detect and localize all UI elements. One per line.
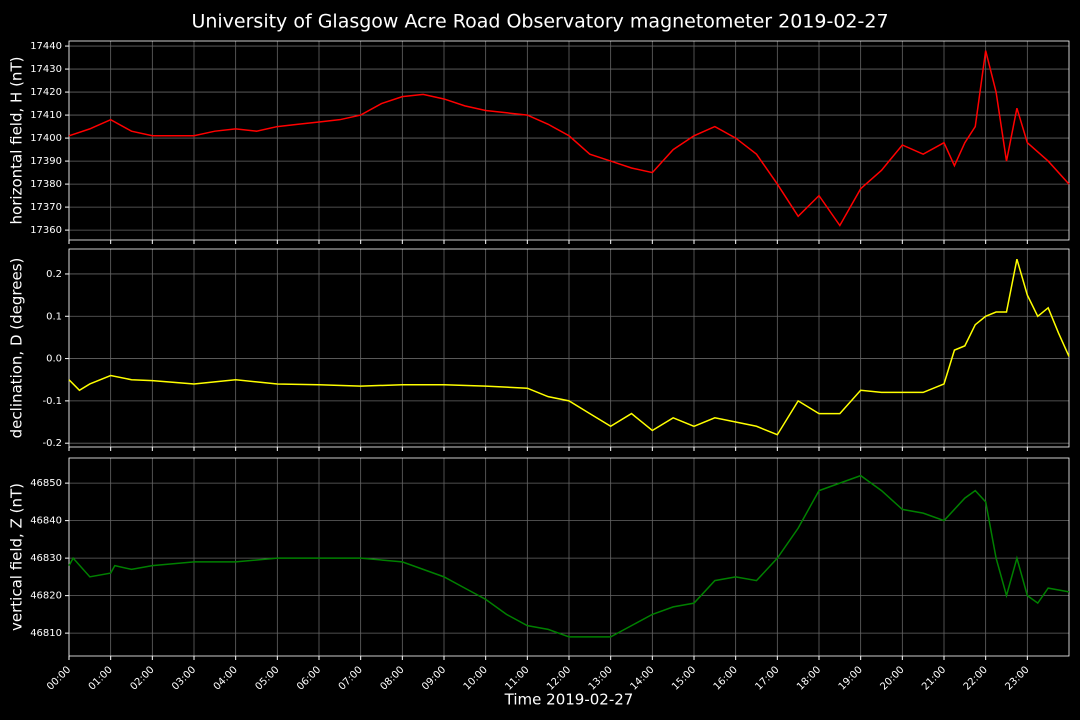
y-tick-label: 17370 <box>30 202 62 213</box>
y-tick-label: 17420 <box>30 87 62 98</box>
x-axis-label: Time 2019-02-27 <box>504 691 634 709</box>
data-line <box>68 474 1070 638</box>
y-tick-label: -0.1 <box>42 396 62 407</box>
data-line <box>68 258 1070 436</box>
y-tick-label: 46830 <box>30 553 62 564</box>
y-tick-label: 46810 <box>30 628 62 639</box>
y-axis-label: horizontal field, H (nT) <box>8 57 26 225</box>
y-tick-label: 46840 <box>30 516 62 527</box>
y-tick-label: 0.0 <box>46 354 62 365</box>
y-tick-label: -0.2 <box>42 438 62 449</box>
y-tick-label: 17390 <box>30 156 62 167</box>
y-tick-label: 17360 <box>30 225 62 236</box>
y-axis-label: declination, D (degrees) <box>8 258 26 439</box>
chart-title: University of Glasgow Acre Road Observat… <box>191 11 888 33</box>
y-tick-label: 17430 <box>30 64 62 75</box>
y-tick-label: 17380 <box>30 179 62 190</box>
data-line <box>68 50 1070 227</box>
plot-frame <box>68 457 1070 657</box>
y-tick-label: 46820 <box>30 591 62 602</box>
y-tick-label: 17440 <box>30 41 62 52</box>
y-tick-label: 46850 <box>30 478 62 489</box>
y-tick-label: 0.1 <box>46 311 62 322</box>
plot-frame <box>68 40 1070 241</box>
y-tick-label: 0.2 <box>46 269 62 280</box>
plot-frame <box>68 248 1070 448</box>
y-tick-label: 17410 <box>30 110 62 121</box>
y-tick-label: 17400 <box>30 133 62 144</box>
y-axis-label: vertical field, Z (nT) <box>8 483 26 631</box>
